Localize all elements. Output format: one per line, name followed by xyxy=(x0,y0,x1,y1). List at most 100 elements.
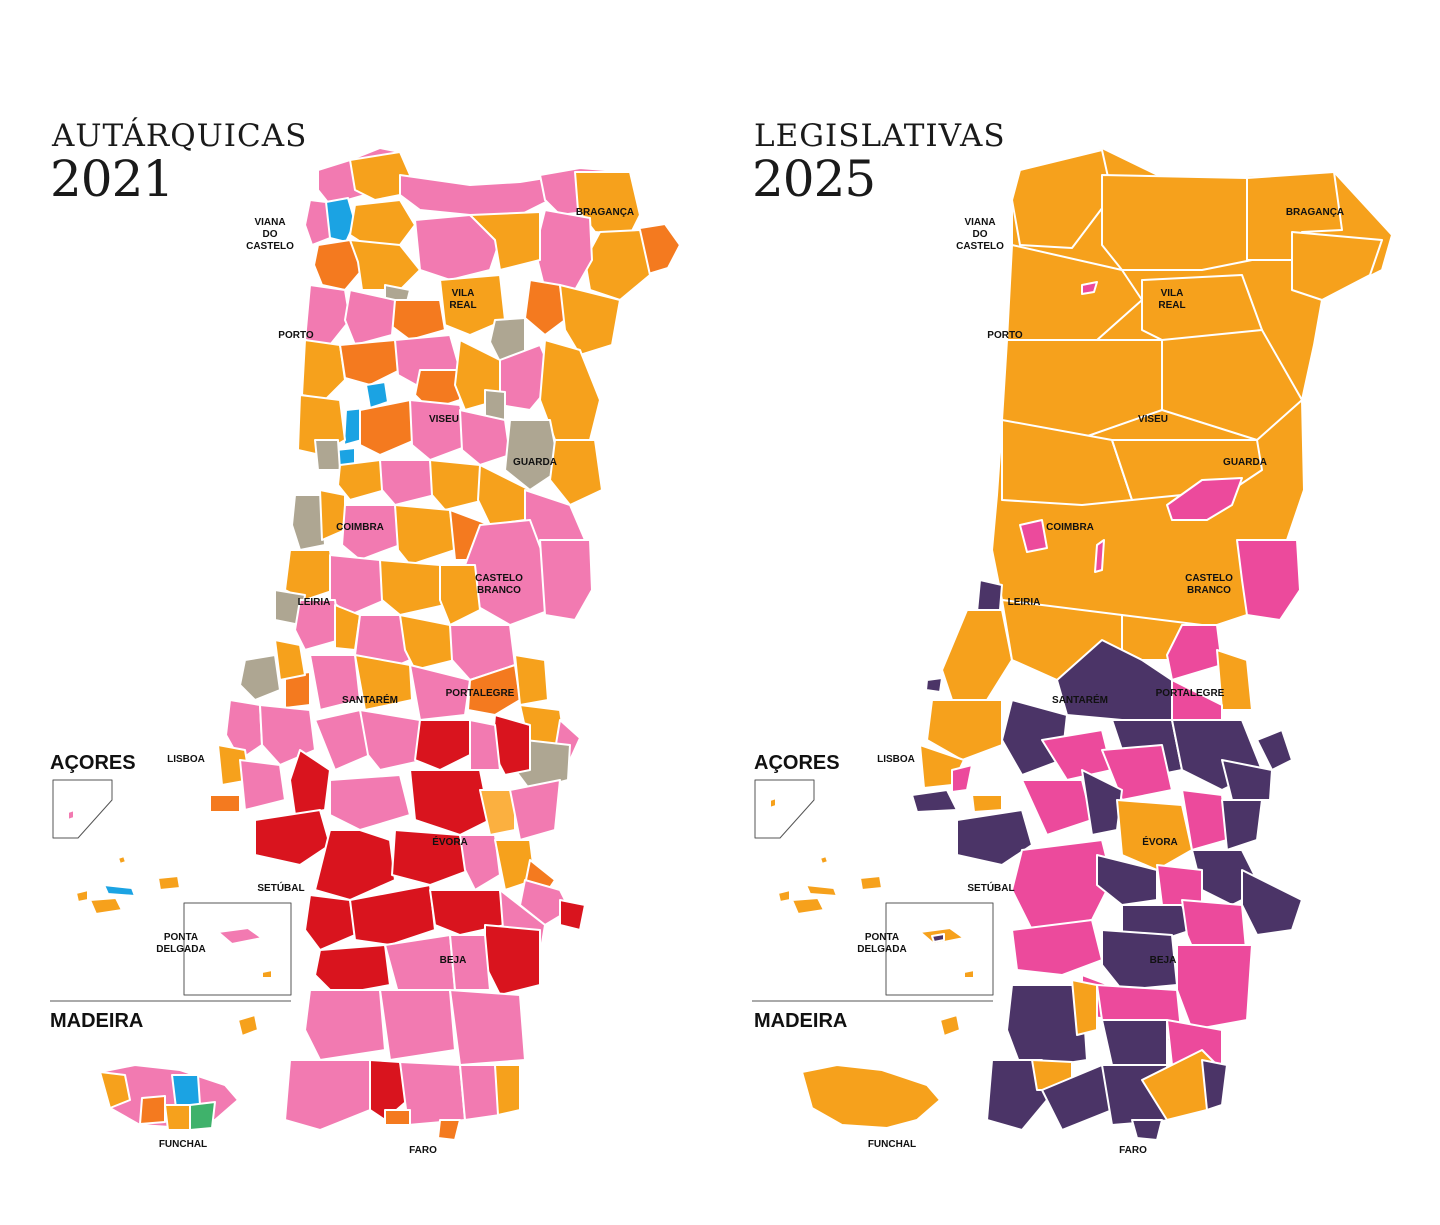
municipality-region xyxy=(304,284,351,346)
municipality-region xyxy=(439,564,481,626)
municipality-region xyxy=(409,664,471,721)
map-panel-legislativas-2025: LEGISLATIVAS 2025 xyxy=(702,0,1422,1225)
municipality-region xyxy=(449,989,526,1066)
municipality-region xyxy=(484,924,541,996)
label-castelo-branco-2: BRANCO xyxy=(477,585,521,596)
island xyxy=(189,1101,216,1131)
island xyxy=(963,969,975,979)
municipality-region xyxy=(509,779,561,841)
municipality-region xyxy=(409,769,491,836)
municipality-region xyxy=(301,339,346,401)
label-leiria: LEIRIA xyxy=(1008,597,1041,608)
municipality-region xyxy=(365,381,389,409)
label-acores: AÇORES xyxy=(754,752,840,774)
municipality-region xyxy=(429,459,486,511)
label-ponta-delgada-2: DELGADA xyxy=(156,944,205,955)
map-labels-2025: VIANA DO CASTELO BRAGANÇA VILA REAL PORT… xyxy=(754,207,1344,1156)
municipality-region xyxy=(359,709,426,771)
label-funchal: FUNCHAL xyxy=(159,1139,207,1150)
municipality-region xyxy=(284,549,336,601)
municipality-region xyxy=(379,559,446,616)
municipality-region xyxy=(1241,869,1303,936)
municipality-region xyxy=(1071,979,1098,1036)
municipality-region xyxy=(941,609,1013,701)
municipality-region xyxy=(559,899,586,931)
municipality-region xyxy=(539,539,593,621)
municipality-region xyxy=(1081,769,1123,836)
label-braganca: BRAGANÇA xyxy=(1286,207,1344,218)
municipality-region xyxy=(314,439,341,471)
label-acores: AÇORES xyxy=(50,752,136,774)
municipality-region xyxy=(1161,329,1303,441)
azores-inset-frame xyxy=(52,779,113,839)
island xyxy=(769,797,777,809)
island xyxy=(777,889,791,903)
label-vila-real-2: REAL xyxy=(1158,300,1185,311)
municipality-region xyxy=(925,677,943,693)
municipality-region xyxy=(399,174,551,216)
island xyxy=(171,1074,201,1109)
label-viseu: VISEU xyxy=(429,414,459,425)
municipality-region xyxy=(209,794,241,813)
island xyxy=(261,969,273,979)
municipality-region xyxy=(344,289,396,346)
municipality-region xyxy=(389,299,446,341)
island xyxy=(931,933,945,943)
municipality-region xyxy=(329,774,411,831)
municipality-region xyxy=(1101,1019,1168,1066)
label-viseu: VISEU xyxy=(1138,414,1168,425)
municipality-region xyxy=(409,399,471,461)
municipality-region xyxy=(1116,799,1193,871)
municipality-region xyxy=(956,809,1033,866)
label-evora: ÉVORA xyxy=(1142,835,1178,848)
municipality-region xyxy=(394,504,456,566)
municipality-region xyxy=(225,699,263,761)
label-funchal: FUNCHAL xyxy=(868,1139,916,1150)
municipality-region xyxy=(514,654,549,706)
island xyxy=(117,855,127,865)
municipality-region xyxy=(1001,699,1068,776)
municipality-region xyxy=(1216,649,1253,711)
municipality-region xyxy=(534,209,593,291)
municipality-region xyxy=(304,894,356,951)
label-ponta-delgada-2: DELGADA xyxy=(857,944,906,955)
municipality-region xyxy=(1096,854,1158,906)
municipality-region xyxy=(1121,904,1193,941)
municipality-region xyxy=(971,794,1003,813)
municipality-region xyxy=(329,554,386,616)
municipality-region xyxy=(469,719,501,771)
municipality-region xyxy=(384,1109,411,1126)
island xyxy=(67,809,75,821)
municipality-region xyxy=(479,789,516,836)
label-viana: VIANA xyxy=(254,217,285,228)
island xyxy=(89,897,123,915)
label-beja: BEJA xyxy=(1150,955,1177,966)
municipality-region xyxy=(911,789,958,813)
label-porto: PORTO xyxy=(278,330,314,341)
label-madeira: MADEIRA xyxy=(50,1010,143,1032)
label-castelo-branco: CASTELO xyxy=(1185,573,1233,584)
map-panel-autarquicas-2021: AUTÁRQUICAS 2021 xyxy=(50,118,681,1156)
island xyxy=(103,884,136,897)
label-porto: PORTO xyxy=(987,330,1023,341)
municipality-region xyxy=(459,834,501,891)
municipality-region xyxy=(1166,477,1243,521)
municipality-region xyxy=(559,284,621,356)
municipality-region xyxy=(239,654,281,701)
label-setubal: SETÚBAL xyxy=(257,881,304,894)
portugal-map-2025: VIANA DO CASTELO BRAGANÇA VILA REAL PORT… xyxy=(752,147,1393,1156)
municipality-region xyxy=(391,829,471,886)
municipality-region xyxy=(284,1059,371,1131)
municipality-region xyxy=(379,459,436,506)
azores-inset-frame xyxy=(754,779,815,839)
label-evora: ÉVORA xyxy=(432,835,468,848)
municipality-region xyxy=(349,884,436,946)
island xyxy=(859,875,883,891)
municipality-region xyxy=(1291,231,1383,301)
panel-title: LEGISLATIVAS xyxy=(754,118,1006,154)
label-viana-3: CASTELO xyxy=(246,241,294,252)
municipality-region xyxy=(469,211,541,271)
municipality-region xyxy=(1094,539,1105,573)
label-santarem: SANTARÉM xyxy=(342,693,398,706)
label-vila-real-2: REAL xyxy=(449,300,476,311)
